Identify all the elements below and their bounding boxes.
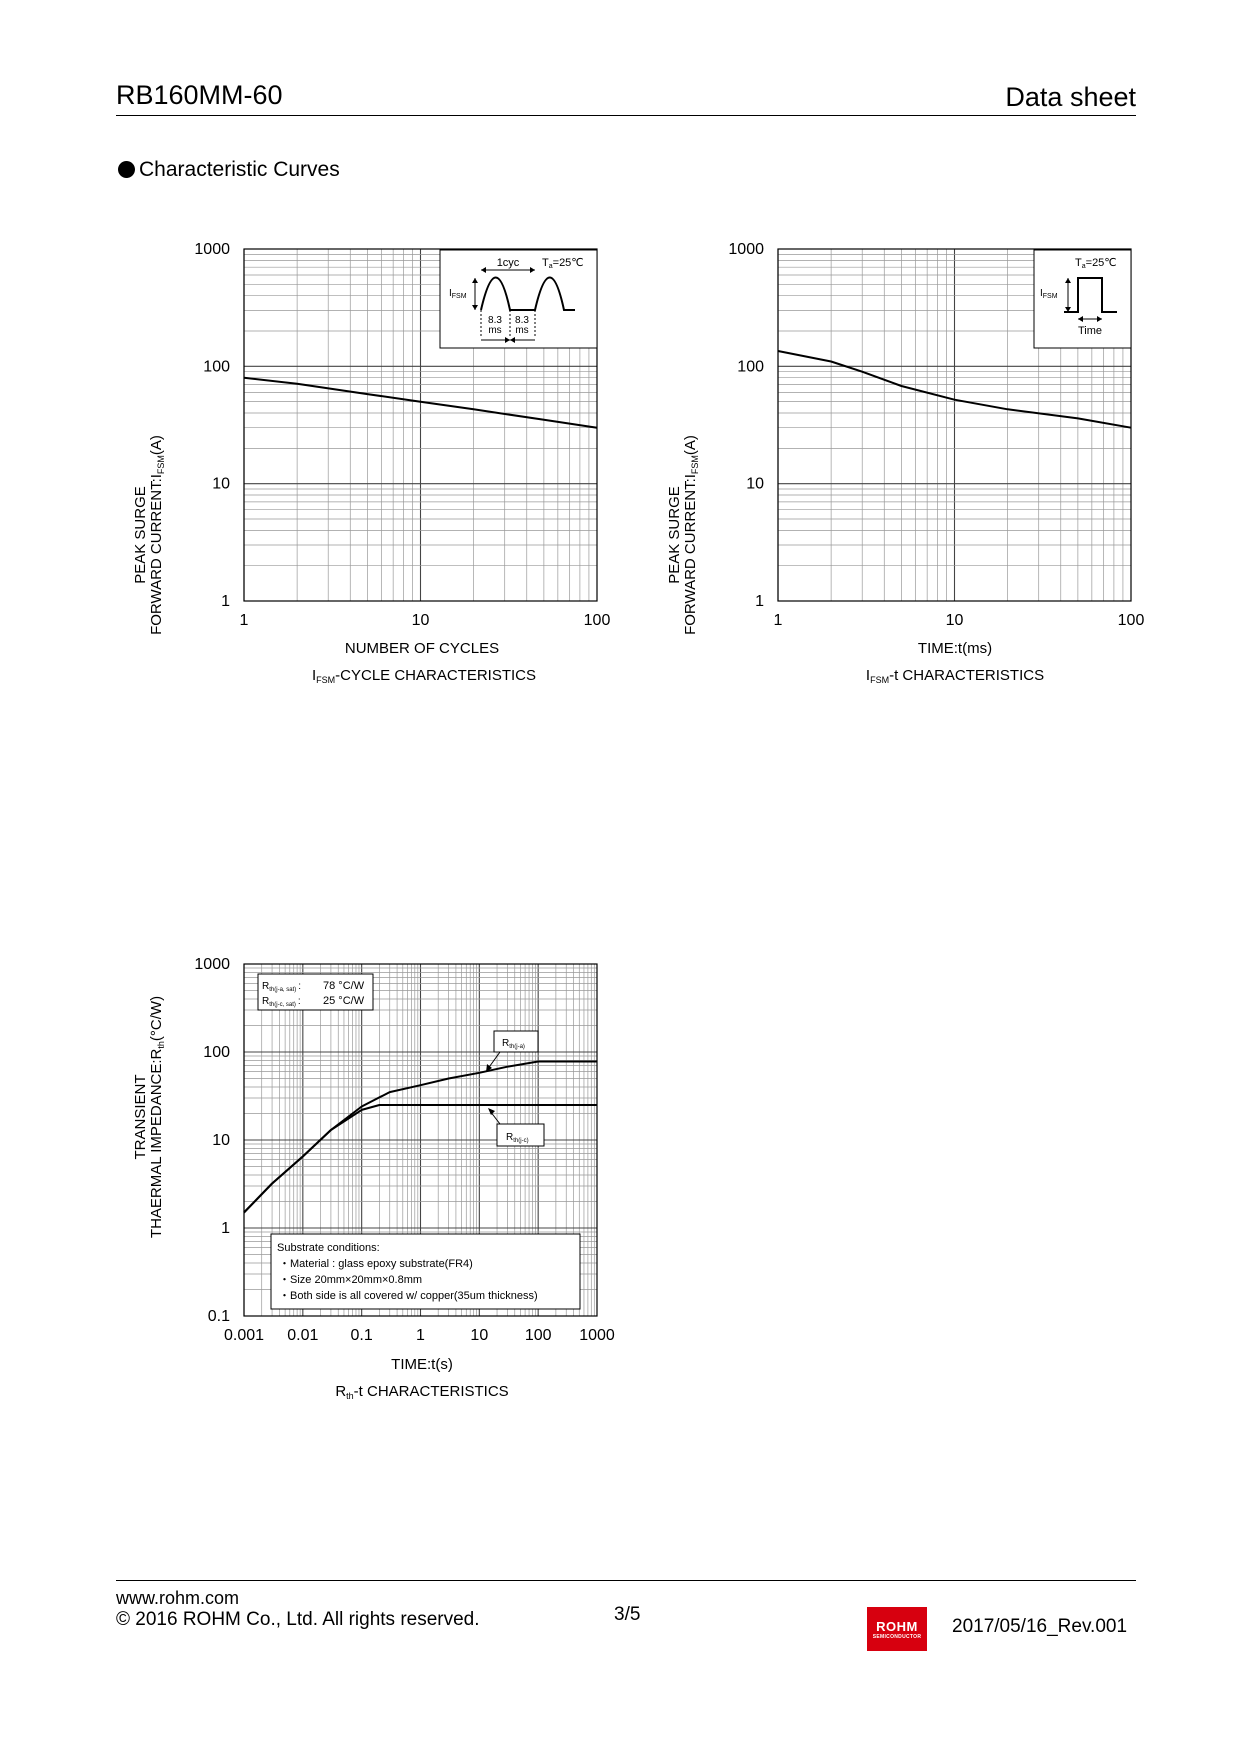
chart1-series-line-1 [243, 376, 598, 429]
header-rule [116, 115, 1136, 116]
chart3-y-tick-label: 10 [212, 1132, 230, 1149]
chart3-ylabel-line2: THAERMAL IMPEDANCE:Rth(°C/W) [148, 996, 166, 1238]
info-ja: Rth(j-a, sat): [262, 981, 301, 993]
chart3-y-tick-label: 0.1 [208, 1308, 230, 1325]
chart3-y-tick-label: 1 [221, 1220, 230, 1237]
chart2-ylabel-line2: FORWARD CURRENT:IFSM(A) [682, 435, 700, 635]
inset2-time: Time [1078, 325, 1102, 337]
chart1-ylabel-line1: PEAK SURGE [132, 486, 149, 584]
chart3-y-tick-label: 1000 [194, 956, 230, 973]
substrate-line-3: ・Both side is all covered w/ copper(35um… [279, 1290, 538, 1302]
footer-copyright: © 2016 ROHM Co., Ltd. All rights reserve… [116, 1609, 480, 1630]
chart1-y-tick-label: 1000 [194, 241, 230, 258]
footer-rule [116, 1580, 1136, 1581]
document-type: Data sheet [1005, 82, 1136, 112]
chart2-y-tick-label: 1 [755, 593, 764, 610]
chart3-frame [243, 963, 598, 1317]
footer-url[interactable]: www.rohm.com [116, 1588, 240, 1608]
chart3-y-tick-label: 100 [203, 1044, 230, 1061]
label-rth-ja: Rth(j-a) [486, 1030, 539, 1072]
inset1-t1a: 8.3 [488, 315, 502, 326]
chart3-x-tick-label: 0.01 [287, 1327, 318, 1344]
chart3-ylabel: TRANSIENT THAERMAL IMPEDANCE:Rth(°C/W) [132, 996, 166, 1238]
chart2-y-tick-label: 10 [746, 476, 764, 493]
chart2-y-tick-label: 100 [737, 358, 764, 375]
section-heading: Characteristic Curves [118, 158, 340, 182]
svg-text:Rth(j-c): Rth(j-c) [506, 1132, 529, 1144]
chart2-x-tick-label: 1 [774, 612, 783, 629]
chart2-x-tick-label: 100 [1118, 612, 1145, 629]
chart1-ylabel: PEAK SURGE FORWARD CURRENT:IFSM(A) [132, 435, 166, 635]
substrate-title: Substrate conditions: [277, 1242, 380, 1254]
chart3-x-tick-label: 1 [416, 1327, 425, 1344]
inset1-temp: Ta=25℃ [542, 257, 584, 270]
chart1-frame [243, 248, 598, 602]
chart1-y-tick-label: 100 [203, 358, 230, 375]
inset1-cyc: 1cyc [497, 257, 520, 269]
info-jc-value: 25 °C/W [323, 995, 365, 1007]
chart1-ylabel-line2: FORWARD CURRENT:IFSM(A) [148, 435, 166, 635]
info-jc: Rth(j-c, sat): [262, 996, 301, 1008]
rohm-logo: ROHM SEMICONDUCTOR [867, 1607, 927, 1651]
chart2-series-line-1 [777, 350, 1132, 429]
revision-date: 2017/05/16_Rev.001 [952, 1616, 1128, 1637]
chart2-inset: Ta=25℃ IFSM Time [1033, 249, 1132, 349]
chart2-x-tick-label: 10 [946, 612, 964, 629]
chart3-xlabel: TIME:t(s) [391, 1356, 453, 1373]
chart1-x-tick-label: 100 [584, 612, 611, 629]
chart3-ylabel-line1: TRANSIENT [132, 1074, 149, 1159]
inset2-temp: Ta=25℃ [1075, 257, 1117, 270]
chart3-info-box: Rth(j-a, sat): 78 °C/W Rth(j-c, sat): 25… [257, 973, 374, 1011]
chart2-frame [777, 248, 1132, 602]
chart2-y-tick-label: 1000 [728, 241, 764, 258]
inset1-t1b: ms [488, 325, 501, 336]
inset1-ifsm: IFSM [449, 288, 467, 300]
chart3-x-tick-label: 10 [470, 1327, 488, 1344]
chart1-inset: 1cyc Ta=25℃ IFSM 8.3 ms 8.3 ms [439, 249, 598, 349]
chart2-xlabel: TIME:t(ms) [918, 640, 992, 657]
label-rth-jc: Rth(j-c) [488, 1108, 545, 1147]
substrate-line-2: ・Size 20mm×20mm×0.8mm [279, 1274, 422, 1286]
chart1-x-tick-label: 1 [240, 612, 249, 629]
inset1-t2a: 8.3 [515, 315, 529, 326]
inset1-t2b: ms [515, 325, 528, 336]
chart1-x-tick-label: 10 [412, 612, 430, 629]
chart2-caption: IFSM-t CHARACTERISTICS [866, 667, 1044, 685]
chart2-ylabel-line1: PEAK SURGE [666, 486, 683, 584]
bullet-icon [118, 161, 135, 178]
logo-subtext: SEMICONDUCTOR [872, 1634, 922, 1640]
chart3-x-tick-label: 100 [525, 1327, 552, 1344]
chart2-ylabel: PEAK SURGE FORWARD CURRENT:IFSM(A) [666, 435, 700, 635]
page-number: 3/5 [614, 1604, 641, 1625]
substrate-conditions-box: Substrate conditions: ・Material : glass … [270, 1233, 581, 1310]
svg-text:Rth(j-a): Rth(j-a) [502, 1038, 525, 1050]
chart1-caption: IFSM-CYCLE CHARACTERISTICS [312, 667, 536, 685]
chart1-y-tick-label: 10 [212, 476, 230, 493]
section-title: Characteristic Curves [139, 158, 340, 181]
part-number: RB160MM-60 [116, 80, 283, 110]
chart3-x-tick-label: 1000 [579, 1327, 615, 1344]
inset2-ifsm: IFSM [1040, 288, 1058, 300]
info-ja-value: 78 °C/W [323, 980, 365, 992]
chart1-y-tick-label: 1 [221, 593, 230, 610]
logo-text: ROHM [876, 1619, 918, 1634]
chart1-xlabel: NUMBER OF CYCLES [345, 640, 499, 657]
chart3-caption: Rth-t CHARACTERISTICS [335, 1383, 508, 1401]
chart3-x-tick-label: 0.001 [224, 1327, 264, 1344]
substrate-line-1: ・Material : glass epoxy substrate(FR4) [279, 1258, 473, 1270]
chart3-x-tick-label: 0.1 [351, 1327, 373, 1344]
chart3-series-line-2 [243, 1104, 597, 1214]
